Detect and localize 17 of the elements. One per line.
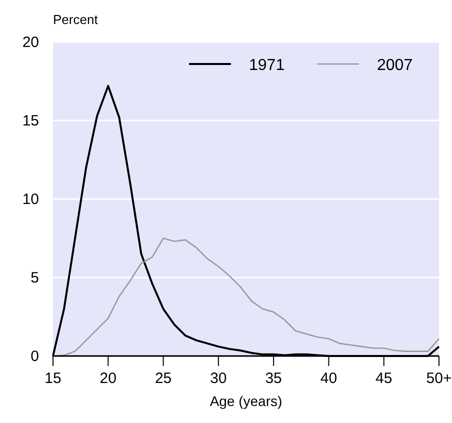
x-tick-label: 20 [100, 370, 116, 387]
y-tick-label: 5 [30, 270, 39, 286]
y-axis-title: Percent [53, 12, 98, 27]
y-tick-label: 0 [30, 348, 39, 365]
x-tick-label: 35 [265, 370, 282, 387]
x-axis-title: Age (years) [210, 393, 282, 409]
legend-label: 1971 [249, 57, 285, 74]
x-tick-label: 30 [210, 370, 227, 387]
y-tick-label: 15 [22, 112, 39, 130]
legend-label: 2007 [377, 57, 413, 74]
x-tick-label: 45 [376, 370, 392, 387]
x-tick-label: 50+ [426, 370, 452, 387]
x-tick-label: 15 [44, 370, 62, 387]
y-tick-label: 20 [22, 34, 39, 51]
x-tick-label: 40 [320, 370, 338, 387]
x-tick-label: 25 [154, 370, 172, 387]
y-tick-label: 10 [22, 191, 39, 208]
